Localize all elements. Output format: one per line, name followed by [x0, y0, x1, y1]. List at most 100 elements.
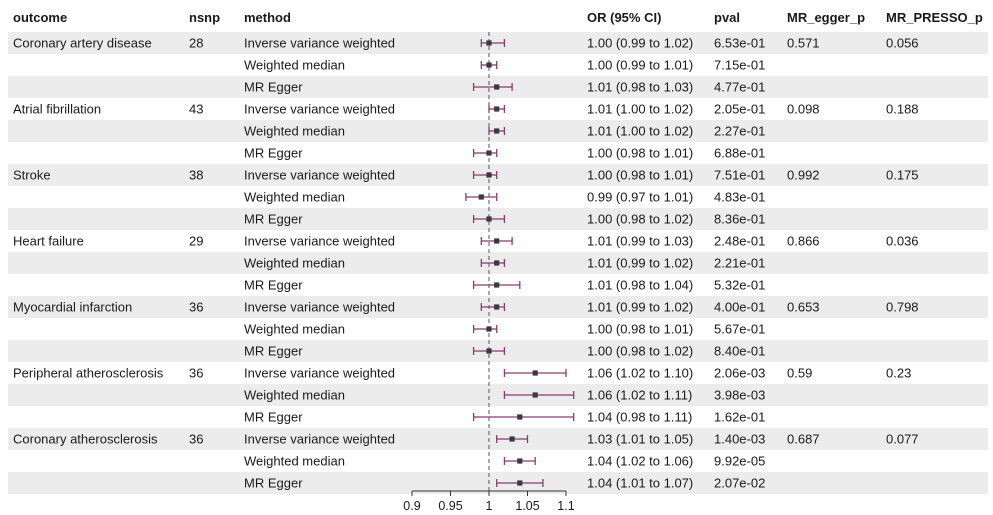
cell-egger: 0.653 — [787, 300, 820, 315]
table-cells: Coronary artery disease 28 Inverse varianc… — [13, 36, 919, 491]
cell-nsnp: 38 — [189, 168, 203, 183]
cell-method: MR Egger — [244, 80, 303, 95]
x-tick-label: 1.05 — [515, 499, 539, 513]
cell-pval: 8.36e-01 — [714, 212, 765, 227]
row-stripe — [8, 384, 988, 406]
cell-method: Inverse variance weighted — [244, 432, 395, 447]
cell-method: Weighted median — [244, 124, 345, 139]
cell-or-ci: 1.04 (1.02 to 1.06) — [587, 454, 693, 469]
cell-presso: 0.188 — [886, 102, 919, 117]
cell-method: Weighted median — [244, 454, 345, 469]
cell-presso: 0.175 — [886, 168, 919, 183]
cell-pval: 5.32e-01 — [714, 278, 765, 293]
cell-egger: 0.571 — [787, 36, 820, 51]
cell-or-ci: 1.01 (0.98 to 1.03) — [587, 80, 693, 95]
cell-presso: 0.056 — [886, 36, 919, 51]
cell-pval: 2.27e-01 — [714, 124, 765, 139]
cell-method: MR Egger — [244, 476, 303, 491]
column-headers: outcome nsnp method OR (95% CI) pval MR_… — [13, 10, 983, 25]
cell-method: MR Egger — [244, 278, 303, 293]
x-tick-label: 0.9 — [403, 499, 420, 513]
cell-or-ci: 1.01 (0.98 to 1.04) — [587, 278, 693, 293]
cell-pval: 2.07e-02 — [714, 476, 765, 491]
cell-nsnp: 36 — [189, 432, 203, 447]
or-point — [517, 480, 523, 486]
cell-or-ci: 1.00 (0.98 to 1.02) — [587, 344, 693, 359]
cell-or-ci: 1.01 (0.99 to 1.03) — [587, 234, 693, 249]
or-point — [486, 348, 492, 354]
cell-pval: 4.77e-01 — [714, 80, 765, 95]
cell-method: Inverse variance weighted — [244, 234, 395, 249]
header-outcome: outcome — [13, 10, 67, 25]
or-point — [486, 326, 492, 332]
x-axis: 0.9 0.95 1 1.05 1.1 — [403, 490, 575, 513]
header-method: method — [244, 10, 291, 25]
cell-pval: 7.51e-01 — [714, 168, 765, 183]
cell-or-ci: 1.00 (0.98 to 1.01) — [587, 168, 693, 183]
cell-or-ci: 1.03 (1.01 to 1.05) — [587, 432, 693, 447]
or-point — [486, 172, 492, 178]
cell-pval: 8.40e-01 — [714, 344, 765, 359]
x-tick-label: 1 — [486, 499, 493, 513]
or-point — [509, 436, 515, 442]
cell-pval: 9.92e-05 — [714, 454, 765, 469]
or-point — [517, 458, 523, 464]
cell-method: Inverse variance weighted — [244, 168, 395, 183]
cell-or-ci: 1.01 (0.99 to 1.02) — [587, 300, 693, 315]
cell-method: Weighted median — [244, 190, 345, 205]
cell-or-ci: 1.06 (1.02 to 1.10) — [587, 366, 693, 381]
header-mr-egger-p: MR_egger_p — [787, 10, 865, 25]
cell-method: Weighted median — [244, 58, 345, 73]
cell-outcome: Myocardial infarction — [13, 300, 132, 315]
forest-marks — [465, 39, 575, 487]
or-point — [532, 392, 538, 398]
or-point — [494, 238, 500, 244]
cell-nsnp: 28 — [189, 36, 203, 51]
header-pval: pval — [714, 10, 740, 25]
cell-nsnp: 36 — [189, 300, 203, 315]
cell-nsnp: 29 — [189, 234, 203, 249]
cell-or-ci: 1.01 (1.00 to 1.02) — [587, 124, 693, 139]
x-tick-label: 0.95 — [438, 499, 462, 513]
cell-method: MR Egger — [244, 410, 303, 425]
or-point — [486, 216, 492, 222]
or-point — [494, 106, 500, 112]
cell-or-ci: 0.99 (0.97 to 1.01) — [587, 190, 693, 205]
cell-or-ci: 1.06 (1.02 to 1.11) — [587, 388, 692, 403]
header-nsnp: nsnp — [189, 10, 220, 25]
cell-or-ci: 1.00 (0.99 to 1.02) — [587, 36, 693, 51]
cell-pval: 2.48e-01 — [714, 234, 765, 249]
cell-egger: 0.992 — [787, 168, 820, 183]
cell-pval: 6.53e-01 — [714, 36, 765, 51]
cell-or-ci: 1.00 (0.98 to 1.01) — [587, 146, 693, 161]
or-point — [532, 370, 538, 376]
cell-or-ci: 1.04 (0.98 to 1.11) — [587, 410, 692, 425]
cell-outcome: Peripheral atherosclerosis — [13, 366, 164, 381]
or-point — [478, 194, 484, 200]
cell-method: Inverse variance weighted — [244, 36, 395, 51]
or-point — [494, 260, 500, 266]
or-point — [486, 150, 492, 156]
cell-pval: 2.06e-03 — [714, 366, 765, 381]
cell-or-ci: 1.00 (0.98 to 1.02) — [587, 212, 693, 227]
cell-pval: 2.05e-01 — [714, 102, 765, 117]
or-point — [517, 414, 523, 420]
cell-or-ci: 1.00 (0.98 to 1.01) — [587, 322, 693, 337]
cell-or-ci: 1.01 (0.99 to 1.02) — [587, 256, 693, 271]
header-mr-presso-p: MR_PRESSO_p — [886, 10, 983, 25]
cell-pval: 1.62e-01 — [714, 410, 765, 425]
or-point — [494, 128, 500, 134]
cell-or-ci: 1.01 (1.00 to 1.02) — [587, 102, 693, 117]
cell-or-ci: 1.04 (1.01 to 1.07) — [587, 476, 693, 491]
cell-pval: 7.15e-01 — [714, 58, 765, 73]
cell-or-ci: 1.00 (0.99 to 1.01) — [587, 58, 693, 73]
or-point — [494, 84, 500, 90]
row-stripe — [8, 164, 988, 186]
cell-method: MR Egger — [244, 212, 303, 227]
cell-method: Inverse variance weighted — [244, 102, 395, 117]
cell-egger: 0.098 — [787, 102, 820, 117]
cell-outcome: Atrial fibrillation — [13, 102, 101, 117]
cell-outcome: Heart failure — [13, 234, 84, 249]
cell-pval: 4.00e-01 — [714, 300, 765, 315]
